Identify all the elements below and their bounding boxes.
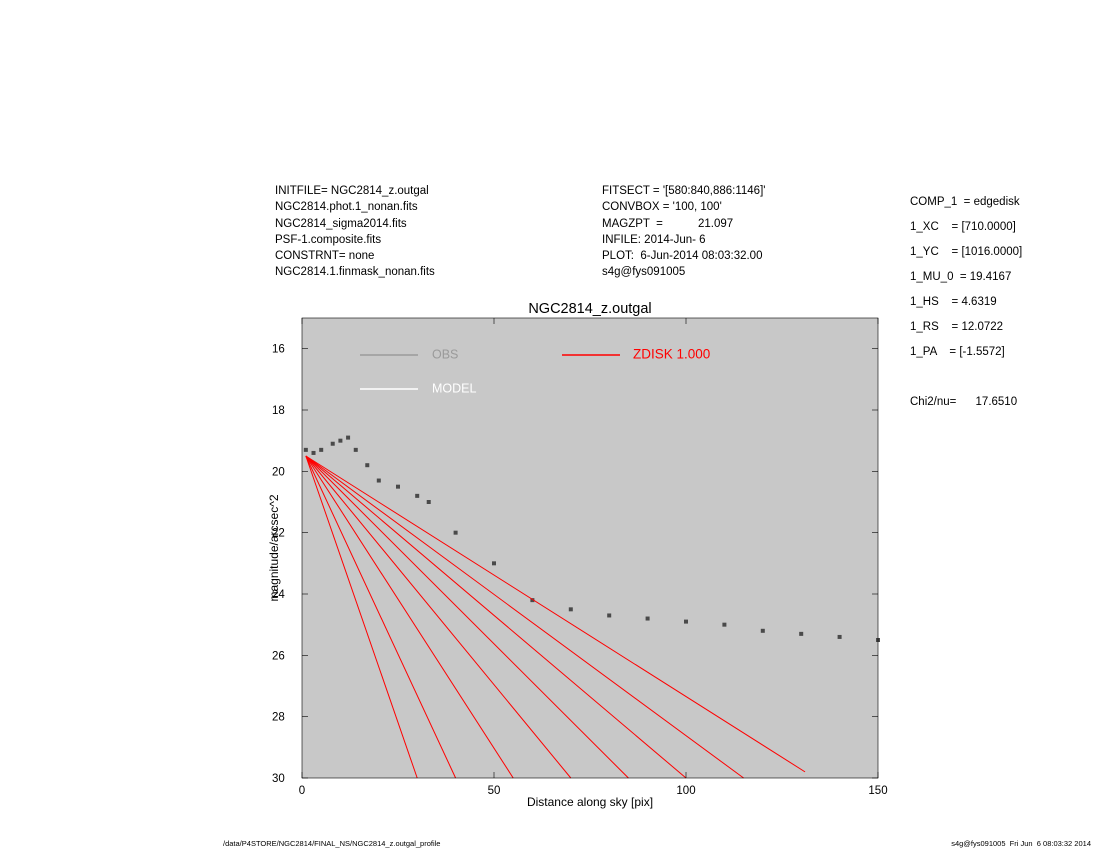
param-line: 1_RS = 12.0722 [910, 321, 1004, 333]
y-tick-label: 18 [272, 405, 285, 417]
header-line: CONVBOX = '100, 100' [602, 201, 722, 214]
zdisk-line [305, 455, 806, 773]
legend-obs-label: OBS [432, 347, 458, 361]
x-tick-label: 100 [676, 785, 695, 797]
obs-point [319, 447, 324, 452]
plot-area [302, 318, 878, 778]
param-line: 1_YC = [1016.0000] [910, 246, 1023, 258]
zdisk-line [305, 455, 418, 779]
header-middle-block: FITSECT = '[580:840,886:1146]' CONVBOX =… [602, 183, 765, 281]
obs-point [568, 607, 573, 612]
y-tick-label: 30 [272, 773, 285, 785]
obs-point [760, 628, 765, 633]
x-tick-label: 150 [868, 785, 887, 797]
y-tick-label: 22 [272, 528, 285, 540]
obs-point [684, 619, 688, 624]
obs-point [303, 447, 308, 452]
header-line: NGC2814_sigma2014.fits [275, 217, 407, 230]
header-line: INITFILE= NGC2814_z.outgal [275, 185, 429, 197]
footer-file-path: /data/P4STORE/NGC2814/FINAL_NS/NGC2814_z… [223, 839, 441, 848]
header-line: NGC2814.phot.1_nonan.fits [275, 201, 418, 214]
footer-timestamp: s4g@fys091005 Fri Jun 6 08:03:32 2014 [951, 839, 1091, 848]
zdisk-line [305, 455, 744, 779]
obs-point [426, 500, 431, 504]
obs-point [799, 631, 804, 636]
legend-model-label: MODEL [432, 381, 477, 395]
y-tick-label: 20 [272, 466, 285, 478]
obs-point [607, 613, 612, 618]
plot-frame [301, 317, 879, 779]
x-axis-ticks: 0 50 100 150 [299, 318, 888, 797]
zdisk-line [305, 455, 457, 779]
y-tick-label: 28 [272, 712, 285, 724]
obs-point [353, 447, 358, 452]
chart-legend: OBS MODEL ZDISK 1.000 [360, 347, 710, 395]
chart-title: NGC2814_z.outgal [528, 301, 651, 317]
param-line: COMP_1 = edgedisk [910, 196, 1020, 208]
zdisk-line [305, 455, 629, 779]
obs-point [396, 484, 400, 489]
x-axis-label: Distance along sky [pix] [527, 795, 653, 809]
obs-point [311, 450, 316, 455]
header-line: MAGZPT = 21.097 [602, 217, 734, 230]
obs-point [453, 530, 458, 535]
header-line: PLOT: 6-Jun-2014 08:03:32.00 [602, 250, 763, 263]
zdisk-lines-layer [305, 455, 806, 779]
zdisk-line [305, 455, 687, 779]
zdisk-line [305, 455, 572, 779]
zdisk-line [305, 455, 514, 779]
obs-point [492, 561, 496, 566]
header-line: INFILE: 2014-Jun- 6 [602, 233, 706, 246]
obs-point [415, 493, 420, 498]
obs-point [837, 634, 842, 639]
param-line: 1_XC = [710.0000] [910, 221, 1016, 233]
obs-point [346, 435, 351, 440]
obs-point [330, 441, 335, 446]
obs-point [338, 438, 343, 443]
y-tick-label: 24 [272, 589, 285, 601]
obs-point [376, 478, 381, 483]
obs-point [365, 463, 370, 468]
header-line: PSF-1.composite.fits [275, 233, 382, 246]
obs-point [722, 622, 727, 627]
fit-parameters-block: COMP_1 = edgedisk 1_XC = [710.0000] 1_YC… [910, 190, 1022, 415]
header-line: FITSECT = '[580:840,886:1146]' [602, 185, 766, 197]
x-tick-label: 50 [488, 785, 501, 797]
y-axis-label: magnitude/arcsec^2 [267, 494, 281, 601]
header-line: NGC2814.1.finmask_nonan.fits [275, 266, 435, 279]
obs-point [530, 598, 535, 603]
param-line: Chi2/nu= 17.6510 [910, 396, 1018, 408]
param-line: 1_HS = 4.6319 [910, 296, 997, 308]
obs-point [645, 616, 650, 621]
x-tick-label: 0 [299, 785, 305, 797]
param-line: 1_PA = [-1.5572] [910, 346, 1005, 358]
header-line: s4g@fys091005 [602, 266, 686, 279]
header-line: CONSTRNT= none [275, 250, 375, 263]
y-axis-ticks: 16 18 20 22 24 26 28 30 [272, 344, 878, 785]
header-left-block: INITFILE= NGC2814_z.outgal NGC2814.phot.… [275, 183, 435, 281]
y-tick-label: 26 [272, 650, 285, 662]
y-tick-label: 16 [272, 344, 285, 356]
legend-zdisk-label: ZDISK 1.000 [633, 347, 710, 362]
param-line: 1_MU_0 = 19.4167 [910, 271, 1012, 283]
